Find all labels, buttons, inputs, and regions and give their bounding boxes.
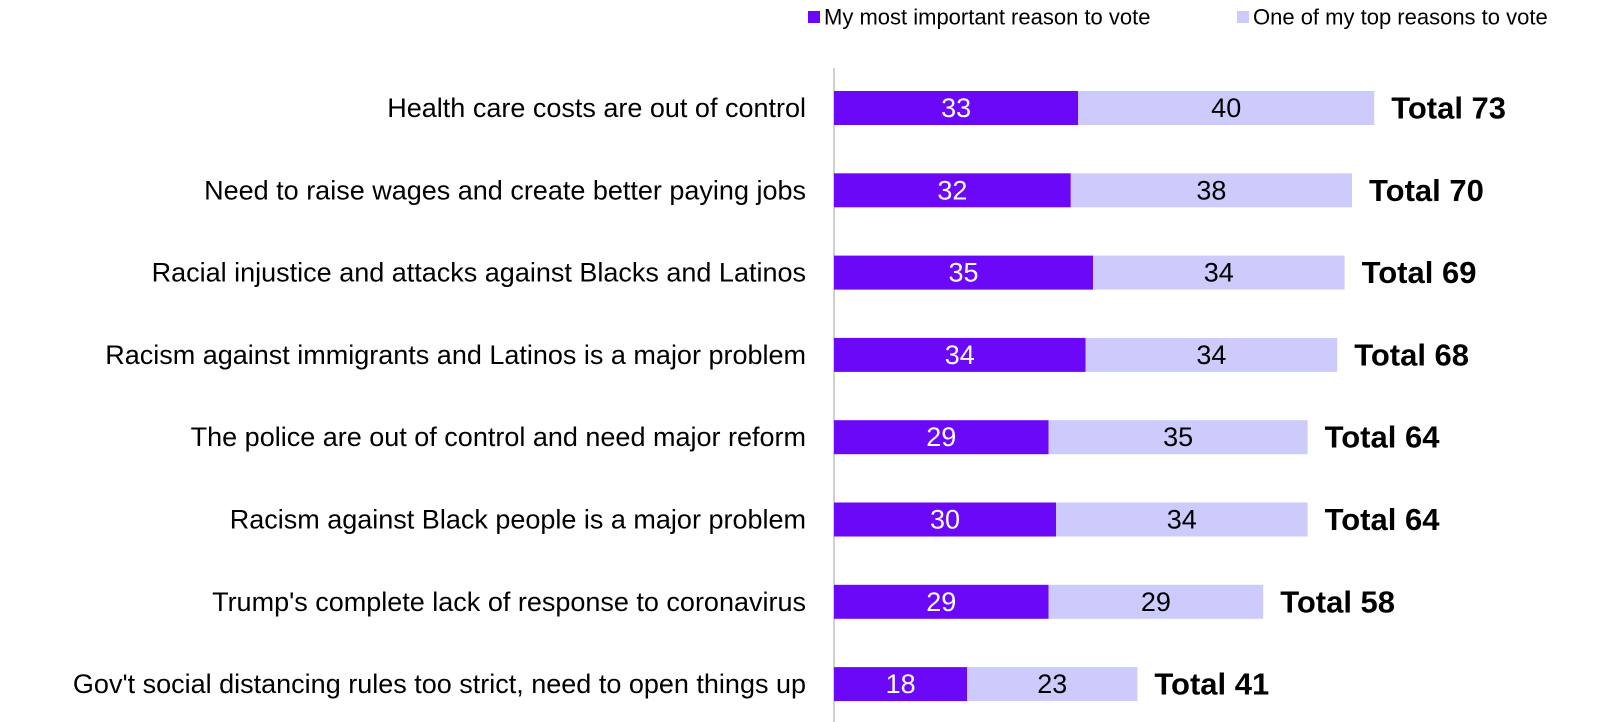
bar-most-important	[834, 584, 1049, 619]
segment-labels: 33 40 32 38 35 34 34 34 29 35 30 34 29 29 18 23	[886, 93, 1242, 699]
data-label-top-reason: 29	[1141, 587, 1171, 617]
bar-most-important	[834, 502, 1056, 537]
legend-label-top-reason: One of my top reasons to vote	[1253, 5, 1548, 30]
total-label: Total 68	[1354, 337, 1469, 372]
data-label-top-reason: 38	[1196, 175, 1226, 205]
data-label-top-reason: 34	[1167, 505, 1197, 535]
bar-most-important	[834, 91, 1079, 125]
bar-top-reason	[1070, 173, 1352, 208]
bar-most-important	[834, 255, 1093, 290]
data-label-top-reason: 40	[1211, 93, 1241, 123]
data-label-most-important: 18	[886, 669, 916, 699]
legend-swatch-top-reason	[1237, 11, 1249, 23]
total-label: Total 69	[1362, 255, 1477, 290]
data-label-most-important: 29	[926, 587, 956, 617]
category-label: Gov't social distancing rules too strict…	[73, 669, 806, 699]
data-label-most-important: 33	[941, 93, 971, 123]
data-label-top-reason: 34	[1204, 258, 1234, 288]
total-label: Total 64	[1325, 502, 1441, 537]
bars	[834, 91, 1375, 702]
legend-label-most-important: My most important reason to vote	[824, 5, 1150, 30]
data-label-most-important: 34	[945, 340, 975, 370]
data-label-top-reason: 35	[1163, 422, 1193, 452]
data-label-most-important: 30	[930, 505, 960, 535]
category-label: Need to raise wages and create better pa…	[204, 175, 806, 205]
category-label: Racial injustice and attacks against Bla…	[152, 258, 806, 288]
category-label: Racism against Black people is a major p…	[230, 505, 806, 535]
bar-top-reason	[1048, 584, 1264, 619]
total-labels: Total 73 Total 70 Total 69 Total 68 Total 64…	[1154, 91, 1506, 702]
bar-most-important	[834, 337, 1086, 372]
total-label: Total 70	[1369, 173, 1484, 208]
category-label: Trump's complete lack of response to cor…	[212, 587, 806, 617]
category-label: The police are out of control and need m…	[191, 422, 806, 452]
total-label: Total 73	[1391, 91, 1506, 126]
bar-top-reason	[1078, 91, 1375, 125]
bar-top-reason	[967, 667, 1138, 702]
bar-most-important	[834, 667, 968, 702]
bar-top-reason	[1093, 255, 1345, 290]
legend-swatch-most-important	[808, 11, 820, 23]
bar-top-reason	[1048, 420, 1308, 455]
bar-top-reason	[1056, 502, 1308, 537]
total-label: Total 41	[1154, 667, 1269, 702]
data-label-most-important: 32	[937, 175, 967, 205]
data-label-top-reason: 23	[1037, 669, 1067, 699]
category-label: Racism against immigrants and Latinos is…	[105, 340, 806, 370]
data-label-most-important: 35	[948, 258, 978, 288]
category-labels: Health care costs are out of control Need…	[73, 93, 806, 699]
data-label-most-important: 29	[926, 422, 956, 452]
bar-most-important	[834, 420, 1049, 455]
bar-top-reason	[1085, 337, 1338, 372]
total-label: Total 64	[1325, 420, 1441, 455]
legend: My most important reason to vote One of m…	[808, 5, 1548, 30]
category-label: Health care costs are out of control	[387, 93, 806, 123]
total-label: Total 58	[1280, 584, 1395, 619]
bar-most-important	[834, 173, 1071, 208]
data-label-top-reason: 34	[1196, 340, 1226, 370]
